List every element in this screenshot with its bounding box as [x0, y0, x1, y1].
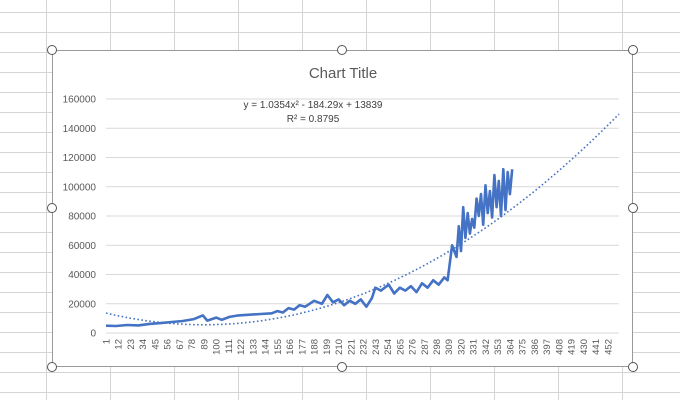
x-tick-label: 1 — [102, 339, 113, 344]
x-tick-label: 144 — [261, 339, 272, 355]
x-tick-label: 155 — [273, 339, 284, 355]
x-tick-label: 419 — [567, 339, 578, 355]
x-tick-label: 452 — [603, 339, 614, 355]
x-tick-label: 122 — [236, 339, 247, 355]
y-axis-ticks: 0 20000 40000 60000 80000 100000 120000 140000 1… — [63, 95, 97, 340]
gridlines — [106, 98, 619, 334]
x-tick-label: 408 — [554, 339, 565, 355]
chart-title[interactable]: Chart Title — [309, 65, 377, 82]
x-tick-label: 320 — [456, 339, 467, 355]
trendline[interactable] — [105, 113, 620, 326]
series-layer — [105, 113, 620, 328]
resize-handle-top-right[interactable] — [628, 45, 638, 55]
x-tick-label: 331 — [469, 339, 480, 355]
y-tick-label: 140000 — [63, 124, 97, 135]
resize-handle-bottom-right[interactable] — [628, 362, 638, 372]
trendline-equation: y = 1.0354x² - 184.29x + 13839 — [244, 100, 383, 111]
x-tick-label: 353 — [493, 339, 504, 355]
x-tick-label: 243 — [371, 339, 382, 355]
x-tick-label: 199 — [322, 339, 333, 355]
x-tick-label: 265 — [395, 339, 406, 355]
resize-handle-middle-left[interactable] — [47, 203, 57, 213]
x-tick-label: 34 — [138, 339, 149, 350]
x-tick-label: 188 — [310, 339, 321, 355]
x-tick-label: 386 — [530, 339, 541, 355]
x-tick-label: 78 — [187, 339, 198, 350]
x-tick-label: 287 — [420, 339, 431, 355]
y-tick-label: 0 — [90, 329, 96, 340]
x-tick-label: 89 — [199, 339, 210, 350]
x-tick-label: 23 — [126, 339, 137, 350]
y-tick-label: 20000 — [68, 299, 96, 310]
x-tick-label: 210 — [334, 339, 345, 355]
resize-handle-middle-right[interactable] — [628, 203, 638, 213]
x-tick-label: 111 — [224, 339, 235, 353]
resize-handle-top-center[interactable] — [337, 45, 347, 55]
x-tick-label: 221 — [346, 339, 357, 355]
y-tick-label: 60000 — [68, 241, 96, 252]
trendline-r2: R² = 0.8795 — [287, 114, 340, 125]
resize-handle-bottom-center[interactable] — [337, 362, 347, 372]
x-tick-label: 232 — [359, 339, 370, 355]
y-tick-label: 80000 — [68, 212, 96, 223]
x-tick-label: 45 — [150, 339, 161, 350]
x-tick-label: 397 — [542, 339, 553, 355]
x-tick-label: 56 — [163, 339, 174, 350]
resize-handle-top-left[interactable] — [47, 45, 57, 55]
x-tick-label: 12 — [114, 339, 125, 350]
y-tick-label: 40000 — [68, 270, 96, 281]
resize-handle-bottom-left[interactable] — [47, 362, 57, 372]
x-axis-ticks: 1 12 23 34 45 56 67 78 89 100 111 122 133 144 155 166 17… — [102, 339, 615, 355]
series-line-0[interactable] — [105, 167, 514, 328]
x-tick-label: 364 — [505, 339, 516, 355]
x-tick-label: 177 — [297, 339, 308, 355]
y-tick-label: 160000 — [63, 95, 97, 106]
x-tick-label: 441 — [591, 339, 602, 355]
x-tick-label: 166 — [285, 339, 296, 355]
x-tick-label: 67 — [175, 339, 186, 350]
x-tick-label: 298 — [432, 339, 443, 355]
x-tick-label: 254 — [383, 339, 394, 355]
chart-area[interactable]: Chart Title 0 20000 40000 60000 80000 100000 1… — [52, 50, 633, 367]
y-tick-label: 120000 — [63, 153, 97, 164]
x-tick-label: 375 — [518, 339, 529, 355]
x-tick-label: 309 — [444, 339, 455, 355]
chart-svg: Chart Title 0 20000 40000 60000 80000 100000 1… — [63, 65, 620, 355]
y-tick-label: 100000 — [63, 182, 97, 193]
x-tick-label: 276 — [408, 339, 419, 355]
x-tick-label: 342 — [481, 339, 492, 355]
x-tick-label: 133 — [248, 339, 259, 355]
x-tick-label: 430 — [579, 339, 590, 355]
x-tick-label: 100 — [212, 339, 223, 355]
